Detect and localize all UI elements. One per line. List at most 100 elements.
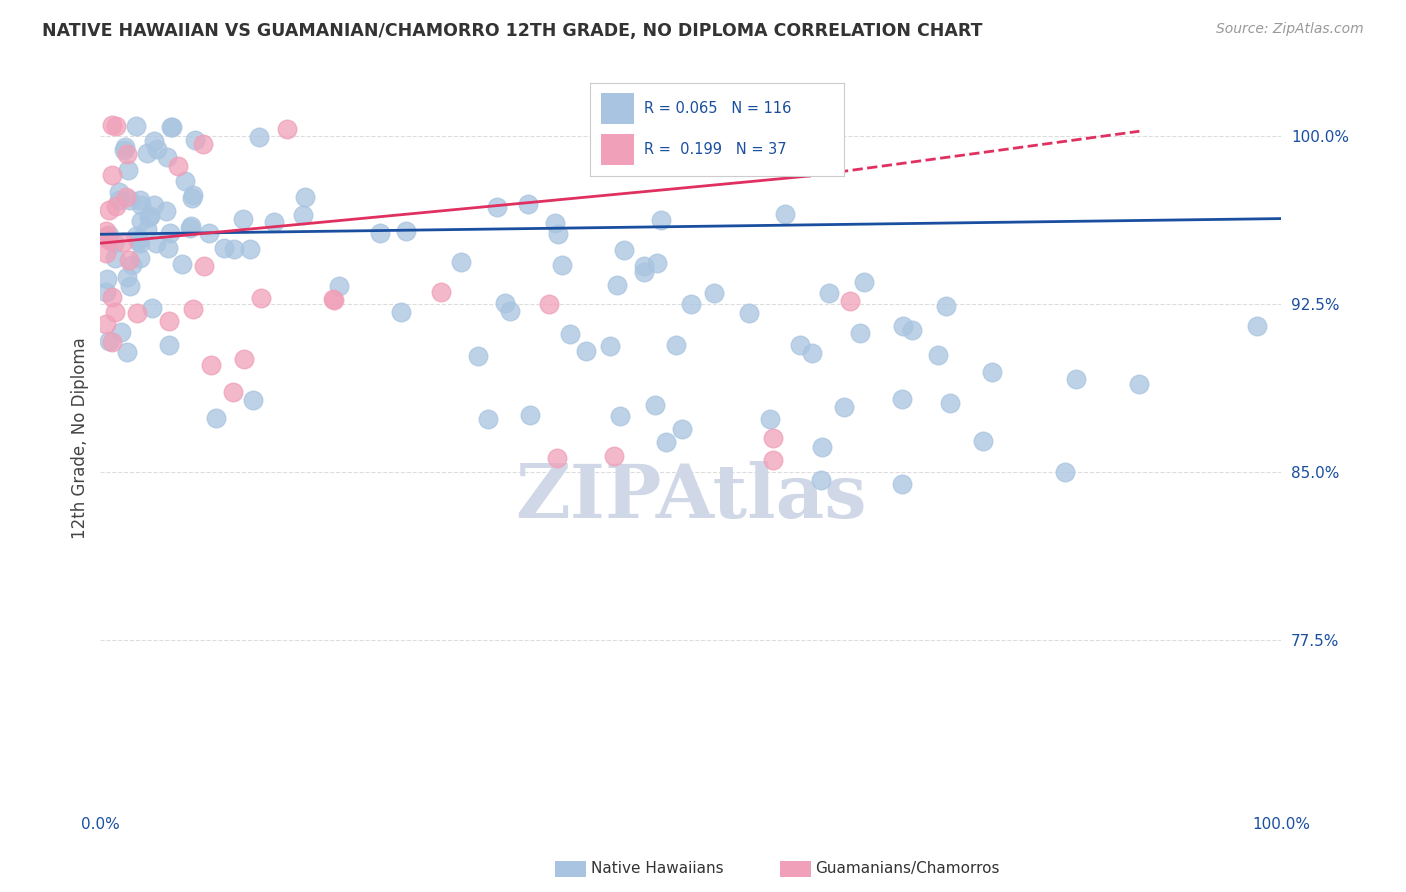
- Point: [104, 305, 127, 319]
- Point: [181, 188, 204, 202]
- Point: [160, 120, 183, 135]
- Point: [173, 174, 195, 188]
- Point: [797, 128, 820, 143]
- Y-axis label: 12th Grade, No Diploma: 12th Grade, No Diploma: [72, 337, 89, 539]
- Point: [128, 232, 150, 246]
- Point: [650, 212, 672, 227]
- Point: [200, 358, 222, 372]
- Point: [232, 211, 254, 226]
- Point: [665, 338, 688, 352]
- Point: [129, 198, 152, 212]
- Point: [110, 325, 132, 339]
- Point: [159, 226, 181, 240]
- Point: [129, 213, 152, 227]
- Point: [191, 137, 214, 152]
- Point: [832, 400, 855, 414]
- Point: [613, 244, 636, 258]
- Point: [486, 200, 509, 214]
- Point: [818, 285, 841, 300]
- Point: [156, 241, 179, 255]
- Point: [120, 278, 142, 293]
- Point: [157, 337, 180, 351]
- Point: [214, 241, 236, 255]
- Point: [180, 191, 202, 205]
- Point: [100, 169, 122, 183]
- Point: [671, 422, 693, 436]
- Point: [179, 220, 201, 235]
- Point: [558, 326, 581, 341]
- Point: [239, 243, 262, 257]
- Point: [242, 392, 264, 407]
- Point: [811, 441, 834, 455]
- Point: [655, 435, 678, 450]
- Point: [1246, 318, 1268, 333]
- Point: [125, 120, 148, 134]
- Point: [477, 412, 499, 426]
- Point: [494, 296, 516, 310]
- Point: [703, 285, 725, 300]
- Point: [193, 260, 215, 274]
- Point: [222, 385, 245, 400]
- Point: [981, 365, 1004, 379]
- Point: [180, 219, 202, 234]
- Point: [117, 162, 139, 177]
- Point: [292, 208, 315, 222]
- Point: [935, 299, 957, 313]
- Point: [679, 296, 702, 310]
- Point: [1053, 465, 1076, 479]
- Point: [450, 255, 472, 269]
- Point: [467, 349, 489, 363]
- Point: [128, 235, 150, 250]
- Point: [602, 449, 624, 463]
- Point: [127, 234, 149, 248]
- Point: [294, 190, 316, 204]
- Point: [157, 313, 180, 327]
- Point: [250, 291, 273, 305]
- Point: [537, 296, 560, 310]
- Point: [328, 279, 350, 293]
- Point: [112, 144, 135, 158]
- Text: Source: ZipAtlas.com: Source: ZipAtlas.com: [1216, 22, 1364, 37]
- Text: ZIPAtlas: ZIPAtlas: [515, 461, 866, 533]
- Point: [645, 256, 668, 270]
- Point: [224, 242, 246, 256]
- Point: [118, 253, 141, 268]
- Point: [138, 210, 160, 224]
- Point: [890, 476, 912, 491]
- Point: [107, 185, 129, 199]
- Point: [247, 129, 270, 144]
- Point: [738, 306, 761, 320]
- Point: [166, 159, 188, 173]
- Point: [263, 215, 285, 229]
- Point: [103, 236, 125, 251]
- Point: [762, 453, 785, 467]
- Point: [146, 142, 169, 156]
- Text: NATIVE HAWAIIAN VS GUAMANIAN/CHAMORRO 12TH GRADE, NO DIPLOMA CORRELATION CHART: NATIVE HAWAIIAN VS GUAMANIAN/CHAMORRO 12…: [42, 22, 983, 40]
- Point: [104, 119, 127, 133]
- Point: [136, 221, 159, 235]
- Point: [276, 122, 298, 136]
- Point: [546, 450, 568, 465]
- Point: [609, 409, 631, 423]
- Point: [1066, 371, 1088, 385]
- Point: [96, 285, 118, 299]
- Point: [120, 193, 142, 207]
- Point: [107, 193, 129, 207]
- Point: [184, 133, 207, 147]
- Point: [155, 203, 177, 218]
- Point: [101, 290, 124, 304]
- Point: [125, 306, 148, 320]
- Point: [138, 209, 160, 223]
- Point: [96, 246, 118, 260]
- Point: [141, 301, 163, 316]
- Point: [197, 227, 219, 241]
- Point: [101, 118, 124, 132]
- Point: [233, 351, 256, 366]
- Point: [800, 346, 823, 360]
- Point: [96, 228, 118, 243]
- Point: [145, 235, 167, 250]
- Point: [105, 198, 128, 212]
- Point: [124, 228, 146, 243]
- Point: [762, 431, 785, 445]
- Point: [839, 294, 862, 309]
